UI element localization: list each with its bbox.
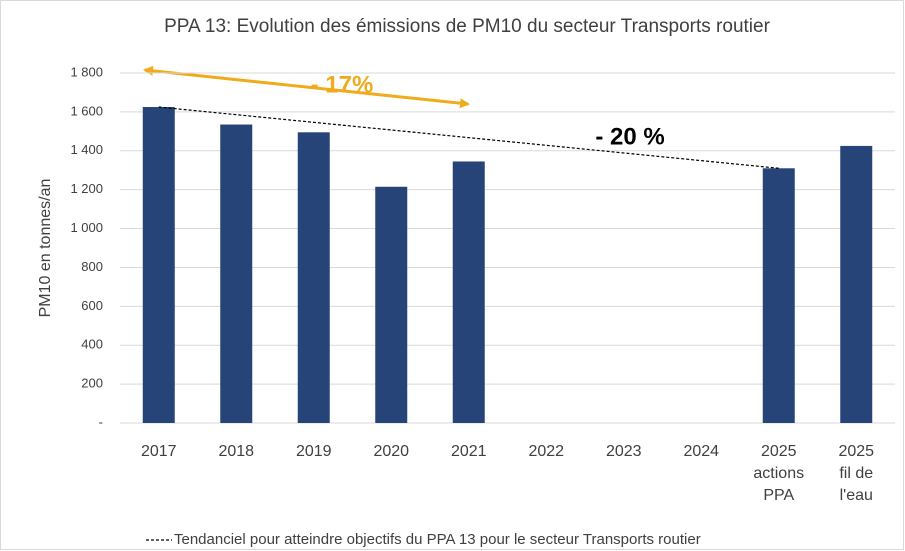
bar — [840, 145, 873, 423]
x-tick-label: 2024 — [683, 443, 719, 460]
x-tick-label: 2019 — [296, 443, 332, 460]
x-tick-label-line: PPA — [763, 487, 794, 504]
x-tick-label-line: fil de — [839, 465, 873, 482]
x-tick-label: 2023 — [606, 443, 642, 460]
x-tick-label: 2025 actions PPA — [753, 443, 804, 504]
y-tick-label: 600 — [81, 298, 103, 313]
bar — [297, 132, 330, 424]
bar — [762, 168, 795, 423]
annotation: - 20 % — [595, 123, 664, 150]
x-tick-label-line: l'eau — [840, 487, 873, 504]
x-tick-label-line: actions — [753, 465, 804, 482]
bar — [452, 161, 485, 423]
bar — [142, 107, 175, 424]
trend-line — [158, 106, 779, 169]
bar — [220, 124, 253, 424]
y-tick-label: 800 — [81, 259, 103, 274]
x-tick-label: 2022 — [528, 443, 564, 460]
x-tick-label: 2018 — [218, 443, 254, 460]
x-tick-label-line: 2025 — [838, 443, 874, 460]
y-tick-label: 400 — [81, 337, 103, 352]
y-tick-label: 1 600 — [70, 103, 103, 118]
y-tick-label: 1 400 — [70, 142, 103, 157]
chart-title: PPA 13: Evolution des émissions de PM10 … — [164, 16, 771, 37]
legend-label: Tendanciel pour atteindre objectifs du P… — [174, 531, 701, 548]
bar — [375, 186, 408, 423]
x-tick-label: 2020 — [373, 443, 409, 460]
x-tick-label-line: 2025 — [761, 443, 797, 460]
y-tick-label: 200 — [81, 376, 103, 391]
annotation-arrow — [143, 65, 470, 109]
y-tick-label: 1 000 — [70, 220, 103, 235]
y-tick-label: 1 200 — [70, 181, 103, 196]
y-tick-label: - — [99, 414, 103, 429]
x-tick-label: 2025 fil de l'eau — [838, 443, 874, 504]
x-tick-label: 2021 — [451, 443, 487, 460]
annotation: - 17% — [311, 71, 374, 98]
y-tick-label: 1 800 — [70, 64, 103, 79]
x-tick-label: 2017 — [141, 443, 177, 460]
y-axis-label: PM10 en tonnes/an — [37, 179, 54, 318]
